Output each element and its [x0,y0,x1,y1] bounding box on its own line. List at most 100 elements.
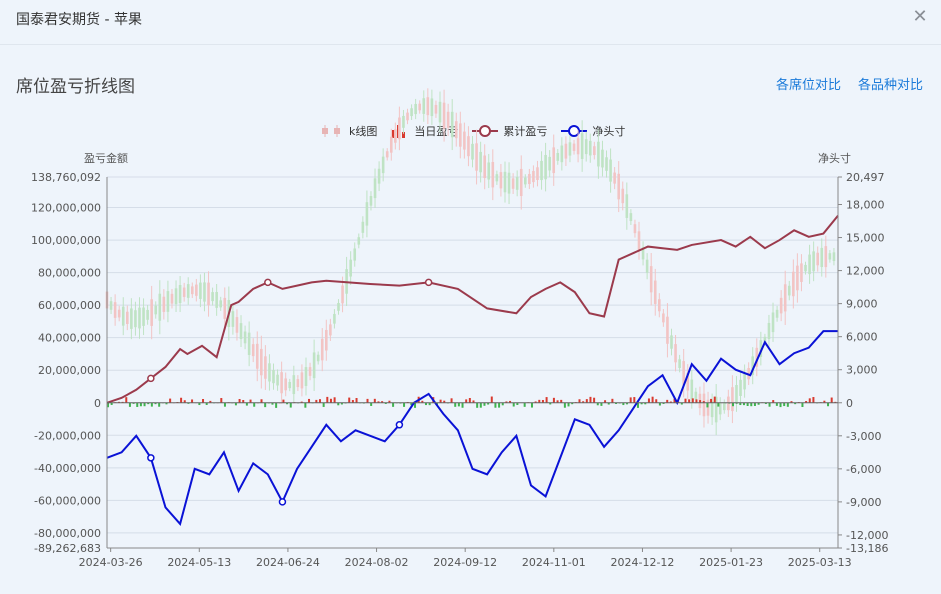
close-icon[interactable]: ✕ [912,6,928,27]
candle-body [239,323,243,340]
candle-body [454,121,458,139]
candle-body [649,266,653,293]
daily-pnl-bar [421,400,424,403]
daily-pnl-bar [702,401,705,403]
candle-body [682,361,685,386]
daily-pnl-bar [563,402,566,408]
candle-body [394,129,397,143]
legend-item-kline[interactable]: k线图 [320,123,377,139]
legend-item-cumulative[interactable]: 累计盈亏 [472,123,547,139]
y-right-tick-label: 9,000 [846,298,878,311]
y-right-tick-label: -9,000 [846,496,881,509]
candle-body [231,311,235,327]
candle-body [475,143,478,171]
daily-pnl-bar [552,397,555,403]
y-left-tick-label: -20,000,000 [34,429,101,442]
x-tick-label: 2025-01-23 [699,556,763,569]
candle-body [544,154,547,180]
candle-body [308,367,312,376]
legend-item-net[interactable]: 净头寸 [561,123,625,139]
seat-compare-link[interactable]: 各席位对比 [776,78,842,93]
candle-body [207,282,210,306]
candle-body [361,221,365,233]
candle-body [113,302,117,318]
candle-body [142,307,145,326]
candle-body [678,359,681,368]
candle-body [613,172,616,184]
daily-pnl-bar [523,402,526,407]
candle-body [540,160,543,181]
daily-pnl-bar [549,402,552,405]
daily-pnl-bar [498,402,501,408]
daily-pnl-bar [567,402,570,407]
daily-pnl-bar [264,402,267,408]
chart-decor [105,88,836,436]
candle-body [552,147,556,174]
candle-body [195,284,198,296]
y-left-tick-label: -89,262,683 [34,542,101,555]
daily-pnl-bar [615,402,618,405]
chart-axes: 138,760,092 120,000,000 100,000,000 80,000,… [31,171,888,569]
daily-pnl-bar [125,397,128,403]
candlestick-icon [322,125,340,137]
daily-pnl-bar [794,402,797,405]
candle-body [487,162,491,180]
daily-pnl-bar [308,398,311,403]
candle-body [714,396,718,423]
y-right-tick-label: 20,497 [846,171,885,184]
daily-pnl-bar [600,402,603,406]
daily-pnl-bar [812,397,815,403]
daily-pnl-bar [560,399,563,403]
daily-pnl-bar [699,400,702,403]
candle-body [499,172,503,189]
candle-body [126,311,129,324]
daily-pnl-bar [271,402,274,405]
candle-body [588,140,592,156]
series-point [278,498,287,506]
variety-compare-link[interactable]: 各品种对比 [858,78,924,93]
daily-pnl-bar [647,398,650,403]
candle-body [662,313,665,323]
daily-pnl-bar [373,398,376,403]
chart-grid [107,176,838,549]
daily-bars [107,396,837,408]
daily-pnl-bar [805,401,808,403]
daily-pnl-bar [209,400,212,403]
candle-body [771,312,775,333]
candle-body [410,108,413,117]
candle-body [629,213,633,222]
daily-pnl-bar [764,402,767,405]
y-right-tick-label: 3,000 [846,364,878,377]
cumulative-pnl-line [106,215,839,404]
chart-lines [106,215,839,526]
y-left-tick-label: 0 [94,397,101,410]
daily-pnl-bar [589,396,592,403]
daily-pnl-bar [669,401,672,403]
daily-pnl-bar [384,402,387,404]
candle-body [158,293,162,321]
candle-body [223,297,227,319]
y-left-tick-label: -60,000,000 [34,494,101,507]
daily-pnl-bar [607,402,610,405]
daily-pnl-bar [680,402,683,405]
candle-body [426,97,430,116]
daily-pnl-bar [132,402,135,404]
daily-pnl-bar [790,401,793,403]
daily-pnl-bar [355,398,358,403]
x-tick-label: 2024-12-12 [610,556,674,569]
candle-body [800,263,803,282]
candle-body [767,322,771,340]
candle-body [389,136,393,153]
candle-body [503,171,507,193]
y-left-tick-label: -40,000,000 [34,462,101,475]
y-left-tick-label: 80,000,000 [38,267,101,280]
candle-body [584,139,588,155]
y-right-tick-label: 18,000 [846,199,885,212]
y-right-tick-label: 12,000 [846,265,885,278]
candle-body [353,248,357,261]
daily-pnl-bar [234,402,237,406]
daily-pnl-bar [304,402,307,408]
legend-label-daily: 当日盈亏 [414,125,459,138]
candle-body [255,343,259,369]
candle-body [109,301,113,310]
